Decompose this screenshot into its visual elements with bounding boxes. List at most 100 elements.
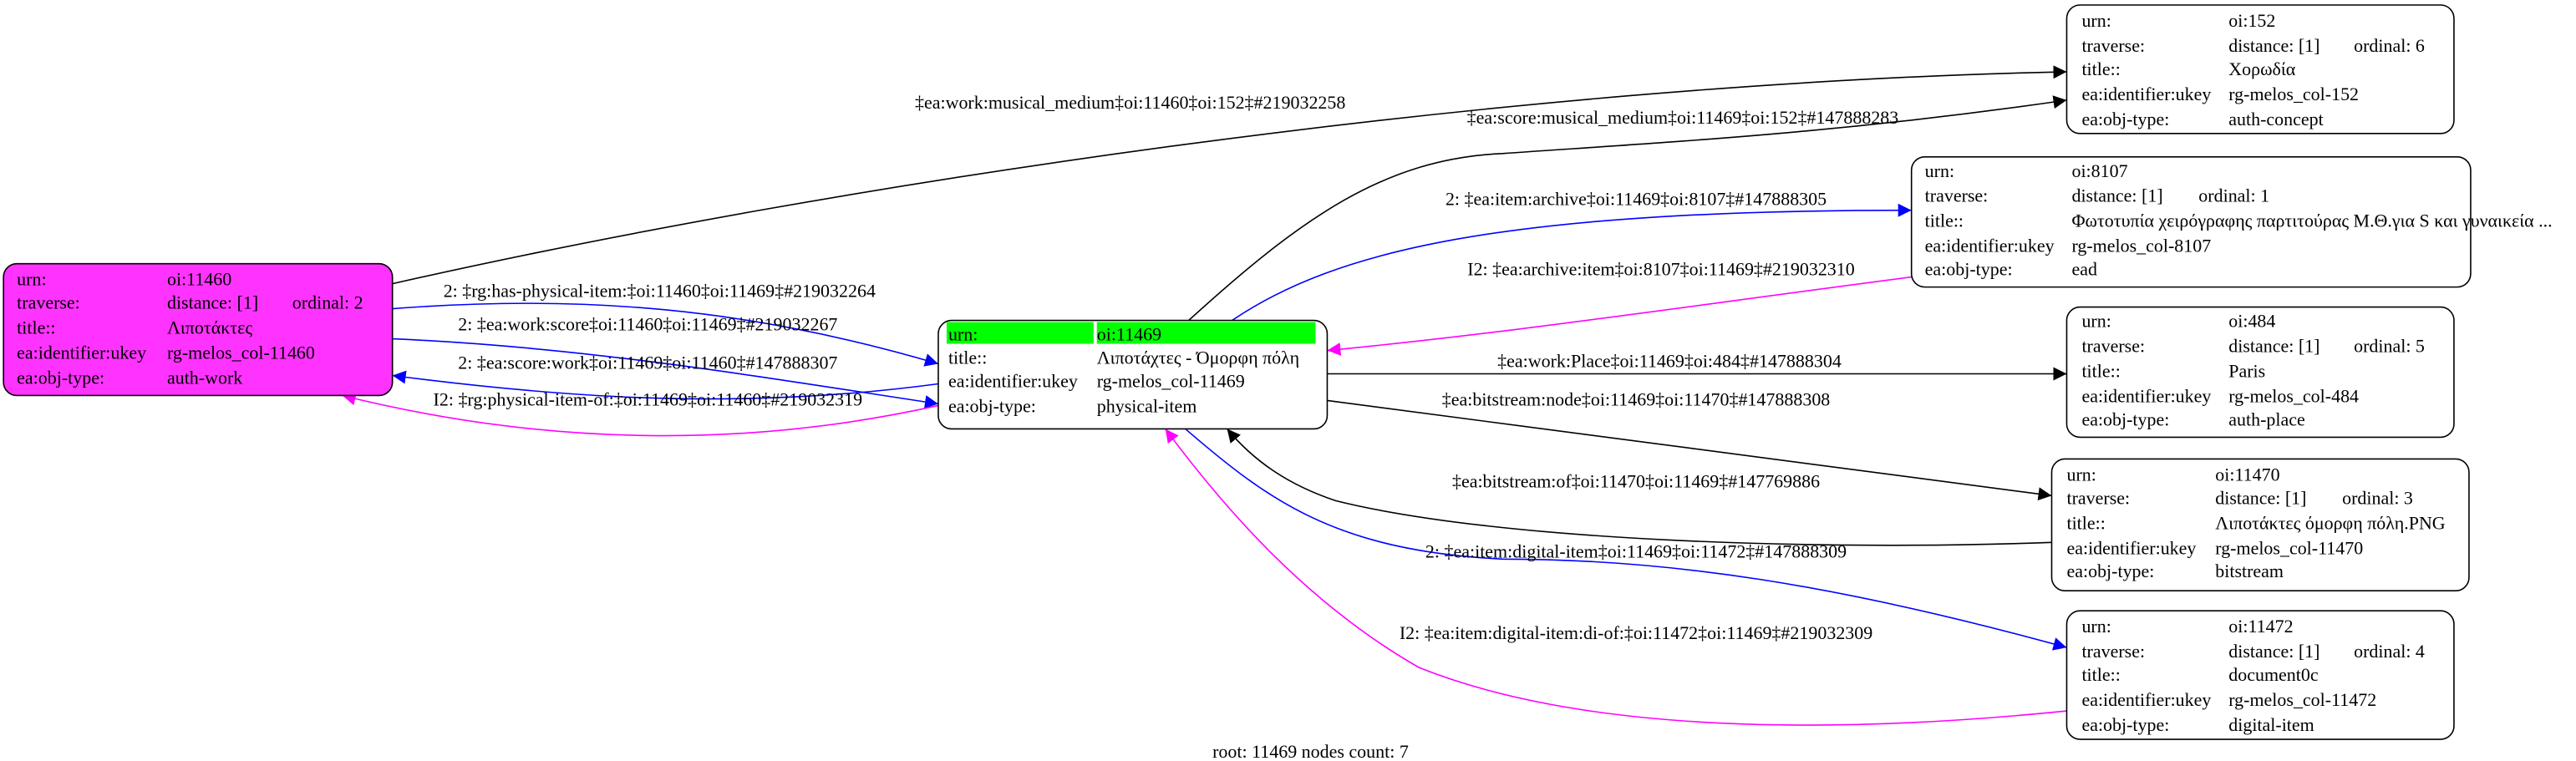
edge-label: 2: ‡ea:item:archive‡oi:11469‡oi:8107‡#14… xyxy=(1446,189,1827,210)
node-8107[interactable]: urn: oi:8107 traverse: distance: [1] ordinal… xyxy=(1910,155,2553,288)
node-152[interactable]: urn: oi:152 traverse: distance: [1] ordinal:… xyxy=(2065,4,2455,134)
node-field-ordinal: ordinal: 6 xyxy=(2354,35,2425,56)
node-field-label: title:: xyxy=(2066,512,2105,533)
edge-11469-to-11470[interactable]: ‡ea:bitstream:node‡oi:11469‡oi:11470‡#14… xyxy=(1327,388,2052,501)
edge-line[interactable] xyxy=(392,370,939,400)
node-field-ordinal: ordinal: 2 xyxy=(292,292,363,313)
node-11460[interactable]: urn: oi:11460 traverse: distance: [1] ordina… xyxy=(3,262,394,397)
edge-label: ‡ea:bitstream:node‡oi:11469‡oi:11470‡#14… xyxy=(1442,388,1831,409)
node-box[interactable] xyxy=(2050,458,2470,592)
edge-11469-to-152[interactable]: ‡ea:score:musical_medium‡oi:11469‡oi:152… xyxy=(1188,95,2067,322)
node-11472[interactable]: urn: oi:11472 traverse: distance: [1] ordina… xyxy=(2065,610,2455,740)
edge-11460-to-11469[interactable]: 2: ‡rg:has-physical-item:‡oi:11460‡oi:11… xyxy=(392,281,939,367)
node-field-value: distance: [1] xyxy=(2228,336,2319,357)
node-field-value: oi:152 xyxy=(2228,10,2275,31)
node-field-label: ea:obj-type: xyxy=(17,367,104,388)
edge-11470-to-11469[interactable]: ‡ea:bitstream:of‡oi:11470‡oi:11469‡#1477… xyxy=(1226,428,2052,546)
node-field-ordinal: ordinal: 3 xyxy=(2342,487,2413,508)
edge-11469-to-8107[interactable]: 2: ‡ea:item:archive‡oi:11469‡oi:8107‡#14… xyxy=(1232,189,1912,322)
node-field-value: Λιποτάχτες - Όμορφη πόλη xyxy=(1097,348,1299,368)
edge-label: ‡ea:score:musical_medium‡oi:11469‡oi:152… xyxy=(1467,107,1899,128)
edge-label: I2: ‡rg:physical-item-of:‡oi:11469‡oi:11… xyxy=(434,388,863,409)
node-484[interactable]: urn: oi:484 traverse: distance: [1] ordinal:… xyxy=(2065,306,2455,439)
node-field-label: traverse: xyxy=(2081,336,2145,357)
node-field-value: distance: [1] xyxy=(2228,641,2319,662)
node-field-label: urn: xyxy=(2066,464,2096,485)
node-field-value: ead xyxy=(2071,259,2097,280)
node-field-value: rg-melos_col-484 xyxy=(2228,385,2359,406)
edge-8107-to-11469[interactable]: I2: ‡ea:archive:item‡oi:8107‡oi:11469‡#2… xyxy=(1327,259,1912,356)
node-box[interactable] xyxy=(2065,610,2455,740)
node-field-value: distance: [1] xyxy=(167,292,258,313)
edge-11469-to-484[interactable]: ‡ea:work:Place‡oi:11469‡oi:484‡#14788830… xyxy=(1327,351,2067,381)
node-11470[interactable]: urn: oi:11470 traverse: distance: [1] ordina… xyxy=(2050,458,2470,592)
node-field-value: distance: [1] xyxy=(2215,487,2306,508)
edge-11460-to-11469[interactable]: 2: ‡ea:work:score‡oi:11460‡oi:11469‡#219… xyxy=(392,314,939,408)
edge-line[interactable] xyxy=(392,65,2067,285)
edge-label: 2: ‡rg:has-physical-item:‡oi:11460‡oi:11… xyxy=(444,281,876,302)
node-field-label: ea:obj-type: xyxy=(2081,408,2169,429)
node-field-label: ea:obj-type: xyxy=(2081,714,2169,735)
node-field-label: title:: xyxy=(2081,664,2120,685)
node-field-value: oi:484 xyxy=(2228,311,2275,332)
node-field-value: Λιποτάκτες όμορφη πόλη.PNG xyxy=(2215,512,2446,533)
edge-11469-to-11472[interactable]: 2: ‡ea:item:digital-item‡oi:11469‡oi:114… xyxy=(1185,428,2067,651)
edge-11469-to-11460[interactable]: I2: ‡rg:physical-item-of:‡oi:11469‡oi:11… xyxy=(342,388,939,437)
node-field-label: traverse: xyxy=(1925,185,1989,206)
node-field-value: auth-place xyxy=(2228,408,2304,429)
node-field-label: traverse: xyxy=(17,292,80,313)
edges-layer: ‡ea:work:musical_medium‡oi:11460‡oi:152‡… xyxy=(342,65,2067,726)
edge-11460-to-152[interactable]: ‡ea:work:musical_medium‡oi:11460‡oi:152‡… xyxy=(392,65,2067,285)
edge-label: 2: ‡ea:item:digital-item‡oi:11469‡oi:114… xyxy=(1425,540,1847,561)
edge-label: 2: ‡ea:work:score‡oi:11460‡oi:11469‡#219… xyxy=(458,314,837,335)
footer-node-count: root: 11469 nodes count: 7 xyxy=(1212,741,1409,761)
node-field-label: ea:identifier:ukey xyxy=(2081,385,2211,406)
node-field-label: ea:identifier:ukey xyxy=(1925,236,2055,256)
node-field-label: urn: xyxy=(2081,616,2111,637)
node-field-value: digital-item xyxy=(2228,714,2314,735)
node-field-value: rg-melos_col-11460 xyxy=(167,342,315,363)
edge-label: ‡ea:work:Place‡oi:11469‡oi:484‡#14788830… xyxy=(1497,351,1842,372)
node-field-ordinal: ordinal: 4 xyxy=(2354,641,2425,662)
nodes-layer: urn: oi:11460 traverse: distance: [1] ordina… xyxy=(3,4,2553,740)
node-field-value: rg-melos_col-8107 xyxy=(2071,236,2211,256)
node-box[interactable] xyxy=(3,262,394,397)
edge-11469-to-11460[interactable]: 2: ‡ea:score:work‡oi:11469‡oi:11460‡#147… xyxy=(392,353,939,400)
node-box[interactable] xyxy=(937,319,1329,430)
node-field-value: oi:11472 xyxy=(2228,616,2293,637)
node-field-ordinal: ordinal: 1 xyxy=(2198,185,2269,206)
node-field-label: title:: xyxy=(1925,211,1964,231)
edge-line[interactable] xyxy=(392,302,939,367)
node-field-label: ea:obj-type: xyxy=(1925,259,2013,280)
edge-line[interactable] xyxy=(1327,399,2052,501)
node-field-label: ea:obj-type: xyxy=(948,395,1036,416)
node-field-ordinal: ordinal: 5 xyxy=(2354,336,2425,357)
node-field-label: traverse: xyxy=(2081,641,2145,662)
edge-line[interactable] xyxy=(1232,203,1912,322)
node-box[interactable] xyxy=(2065,306,2455,439)
node-field-label: ea:identifier:ukey xyxy=(17,342,146,363)
edge-line[interactable] xyxy=(1188,95,2067,322)
node-box[interactable] xyxy=(1910,155,2472,288)
edge-11472-to-11469[interactable]: I2: ‡ea:item:digital-item:di-of:‡oi:1147… xyxy=(1165,428,2067,726)
node-field-label: ea:obj-type: xyxy=(2081,109,2169,129)
node-field-value: auth-concept xyxy=(2228,109,2323,129)
edge-line[interactable] xyxy=(1226,428,2052,546)
focus-row-bg xyxy=(1096,322,1316,344)
edge-line[interactable] xyxy=(1327,276,1912,356)
edge-line[interactable] xyxy=(342,392,939,437)
node-field-value: Λιποτάκτες xyxy=(167,317,252,338)
node-field-label: title:: xyxy=(2081,361,2120,382)
edge-line[interactable] xyxy=(1185,428,2067,651)
node-field-label: ea:identifier:ukey xyxy=(2066,537,2196,558)
node-box[interactable] xyxy=(2065,4,2455,134)
edge-line[interactable] xyxy=(1165,428,2067,726)
node-field-label: urn: xyxy=(1925,160,1954,181)
focus-row-bg xyxy=(946,322,1094,344)
node-field-value: oi:8107 xyxy=(2071,160,2127,181)
node-field-label: urn: xyxy=(17,269,46,290)
node-field-value: Paris xyxy=(2228,361,2265,382)
edge-label: ‡ea:work:musical_medium‡oi:11460‡oi:152‡… xyxy=(915,92,1345,113)
